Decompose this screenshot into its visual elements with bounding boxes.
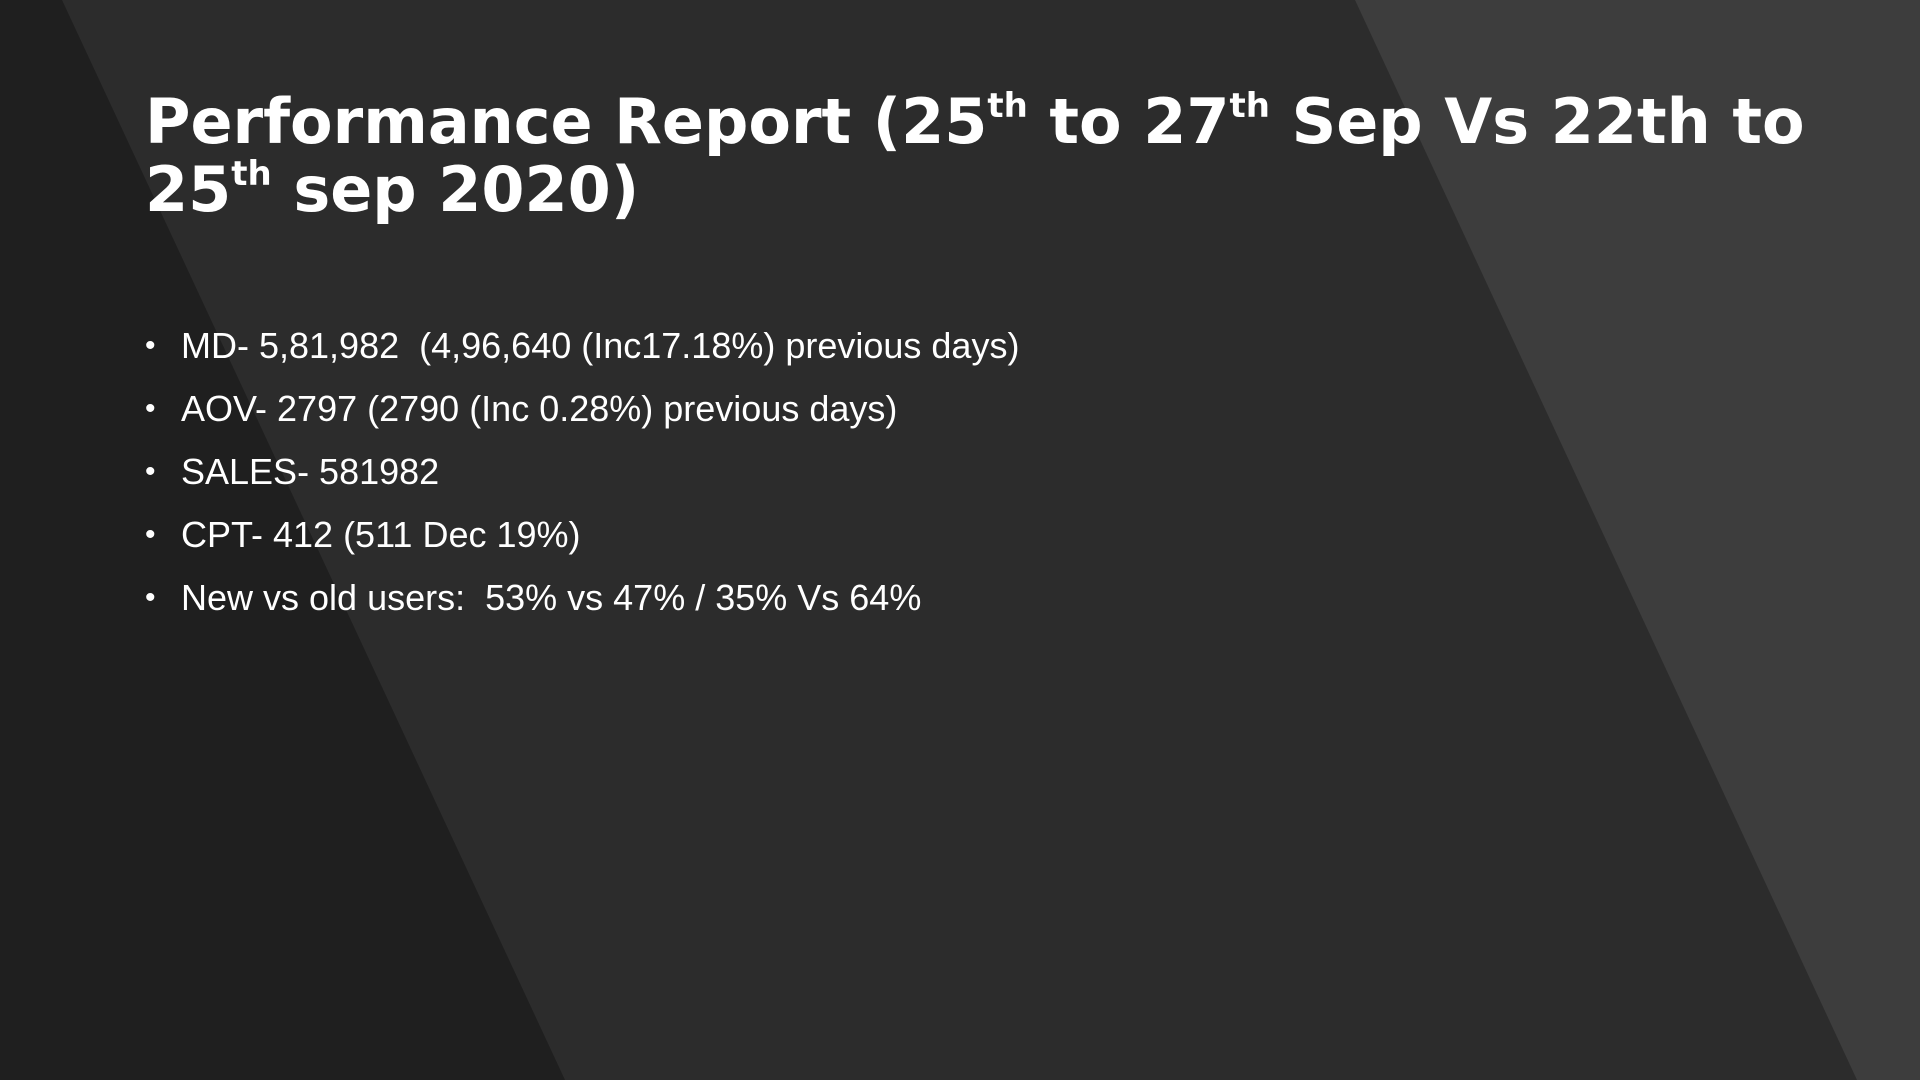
title-text-1: Performance Report (25 xyxy=(145,85,988,158)
title-superscript-2: th xyxy=(1229,86,1270,127)
bullet-text: CPT- 412 (511 Dec 19%) xyxy=(181,514,581,555)
bullet-item-sales: • SALES- 581982 xyxy=(145,442,1019,505)
title-superscript-3: th xyxy=(231,154,272,195)
bullet-dot-icon: • xyxy=(145,455,156,488)
bullet-text: MD- 5,81,982 (4,96,640 (Inc17.18%) previ… xyxy=(181,325,1020,366)
bullet-item-aov: • AOV- 2797 (2790 (Inc 0.28%) previous da… xyxy=(145,379,1019,442)
bullet-text: SALES- 581982 xyxy=(181,451,440,492)
bullet-dot-icon: • xyxy=(145,518,156,551)
bullet-dot-icon: • xyxy=(145,581,156,614)
title-superscript-1: th xyxy=(987,86,1028,127)
bullet-item-users: • New vs old users: 53% vs 47% / 35% Vs 6… xyxy=(145,568,1019,631)
title-text-4: sep 2020) xyxy=(271,153,640,226)
right-light-band xyxy=(1355,0,1920,1080)
bullet-list: • MD- 5,81,982 (4,96,640 (Inc17.18%) prev… xyxy=(145,316,1019,631)
left-dark-band xyxy=(0,0,565,1080)
bullet-text: AOV- 2797 (2790 (Inc 0.28%) previous day… xyxy=(181,388,898,429)
bullet-item-md: • MD- 5,81,982 (4,96,640 (Inc17.18%) prev… xyxy=(145,316,1019,379)
bullet-item-cpt: • CPT- 412 (511 Dec 19%) xyxy=(145,505,1019,568)
bullet-dot-icon: • xyxy=(145,329,156,362)
bullet-text: New vs old users: 53% vs 47% / 35% Vs 64… xyxy=(181,577,922,618)
title-text-2: to 27 xyxy=(1027,85,1230,158)
bullet-dot-icon: • xyxy=(145,392,156,425)
title-text-3: Sep Vs 22th to 25 xyxy=(145,85,1805,226)
slide-title: Performance Report (25th to 27th Sep Vs … xyxy=(145,88,1865,224)
